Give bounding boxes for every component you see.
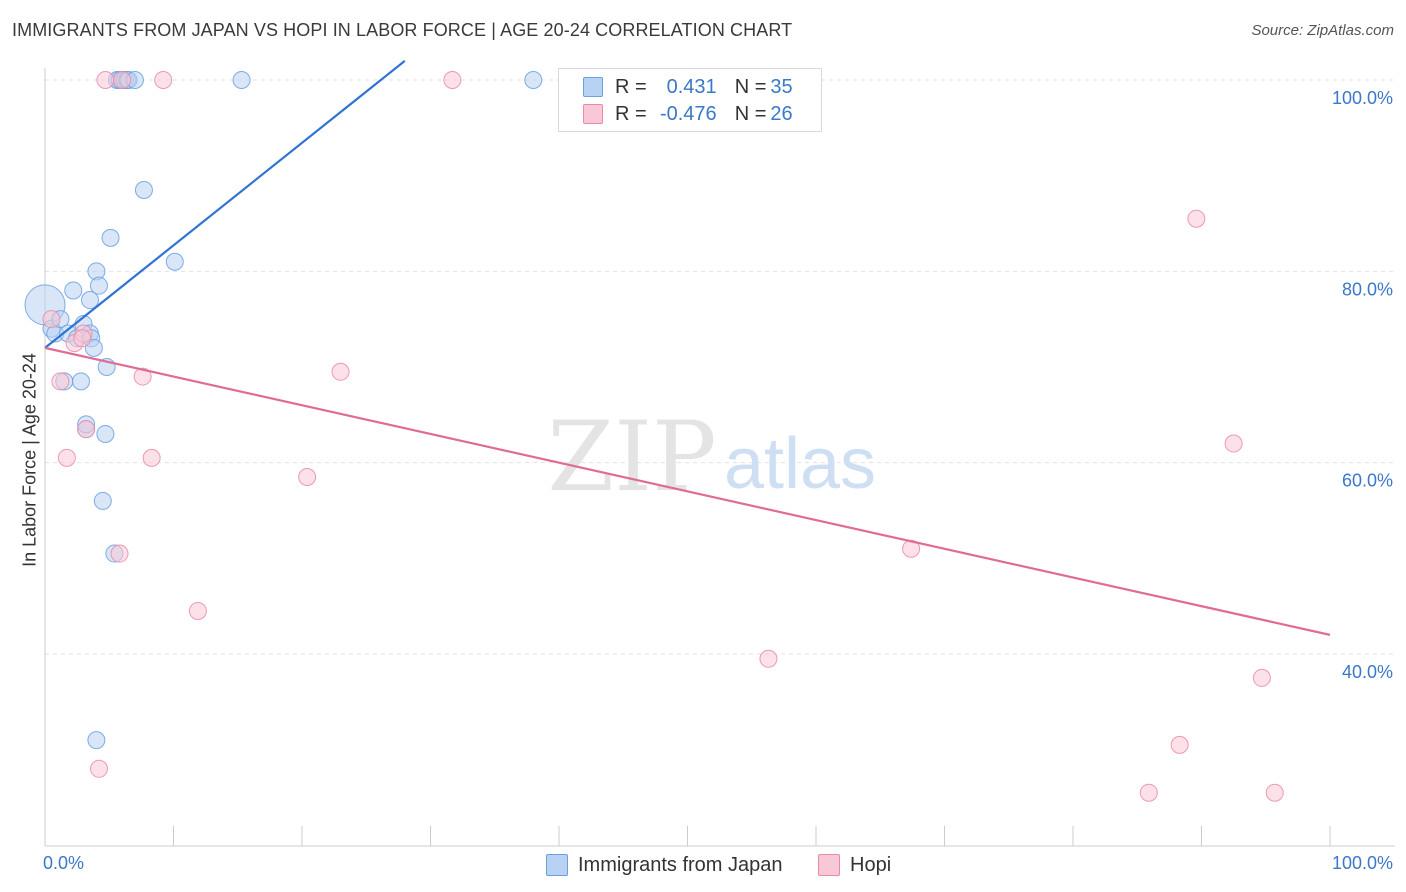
hopi-point <box>1252 668 1271 687</box>
hopi-point <box>73 329 92 348</box>
legend-row-japan: R = 0.431 N = 35 <box>583 75 793 99</box>
tick-label-layer: 40.0% 60.0% 80.0% 100.0% 0.0% 100.0% <box>43 88 1393 873</box>
bottom-legend-swatch-japan <box>546 854 568 876</box>
y-tick-label: 100.0% <box>1332 88 1393 108</box>
hopi-point <box>188 601 207 620</box>
hopi-point <box>133 367 152 386</box>
hopi-point <box>42 310 61 329</box>
hopi-point <box>110 544 129 563</box>
legend-swatch-japan <box>583 77 603 97</box>
hopi-point <box>1265 783 1284 802</box>
x-tick-label: 0.0% <box>43 853 84 873</box>
bottom-legend-hopi: Hopi <box>818 852 891 878</box>
trend-layer <box>44 60 1331 636</box>
legend-n-label: N = <box>734 102 767 125</box>
hopi-point <box>1187 209 1206 228</box>
hopi-point <box>96 71 115 89</box>
bottom-legend-swatch-hopi <box>818 854 840 876</box>
hopi-point <box>298 468 317 487</box>
hopi-point <box>89 759 108 778</box>
japan-point <box>84 338 103 357</box>
japan-point <box>93 491 112 510</box>
hopi-point <box>759 649 778 668</box>
legend-r-label: R = <box>615 102 647 125</box>
japan-point <box>165 252 184 271</box>
japan-point <box>87 731 106 750</box>
japan-point <box>134 181 153 200</box>
y-tick-label: 40.0% <box>1342 662 1393 682</box>
hopi-point <box>77 420 96 439</box>
japan-point <box>524 71 543 89</box>
japan-point <box>232 71 251 89</box>
legend-n-value: 35 <box>770 75 793 98</box>
japan-point <box>64 281 83 300</box>
hopi-point <box>57 448 76 467</box>
legend-n-value: 26 <box>770 102 793 125</box>
legend-r-label: R = <box>615 75 647 98</box>
points-layer <box>24 71 1284 802</box>
bottom-legend-label-hopi: Hopi <box>850 853 892 876</box>
hopi-point <box>1139 783 1158 802</box>
watermark-atlas: atlas <box>724 424 876 504</box>
japan-point <box>80 291 99 310</box>
axis-layer <box>44 68 1395 847</box>
watermark: ZIP atlas <box>547 401 876 513</box>
japan-point <box>96 424 115 443</box>
chart-title: IMMIGRANTS FROM JAPAN VS HOPI IN LABOR F… <box>12 20 793 40</box>
stats-legend: R = 0.431 N = 35 R = -0.476 N = 26 <box>558 68 822 132</box>
japan-point <box>71 372 90 391</box>
bottom-legend-label-japan: Immigrants from Japan <box>578 853 783 876</box>
x-tick-label: 100.0% <box>1332 853 1393 873</box>
hopi-point <box>331 362 350 381</box>
bottom-legend-japan: Immigrants from Japan <box>546 852 783 878</box>
japan-point <box>101 228 120 247</box>
legend-r-value: -0.476 <box>659 102 717 125</box>
japan-trend-line <box>44 60 406 349</box>
hopi-point <box>51 372 70 391</box>
source-credit: Source: ZipAtlas.com <box>1251 22 1394 39</box>
hopi-point <box>113 71 132 89</box>
japan-point <box>89 276 108 295</box>
y-tick-label: 80.0% <box>1342 279 1393 299</box>
hopi-point <box>142 448 161 467</box>
y-tick-label: 60.0% <box>1342 471 1393 491</box>
hopi-point <box>154 71 173 89</box>
legend-swatch-hopi <box>583 104 603 124</box>
hopi-point <box>443 71 462 89</box>
legend-row-hopi: R = -0.476 N = 26 <box>583 102 793 126</box>
legend-n-label: N = <box>734 75 767 98</box>
hopi-point <box>1170 735 1189 754</box>
y-axis-label: In Labor Force | Age 20-24 <box>19 353 40 567</box>
legend-r-value: 0.431 <box>666 75 717 98</box>
grid-layer <box>45 79 1395 655</box>
watermark-zip: ZIP <box>547 401 716 513</box>
hopi-point <box>1224 434 1243 453</box>
hopi-trend-line <box>44 346 1331 636</box>
